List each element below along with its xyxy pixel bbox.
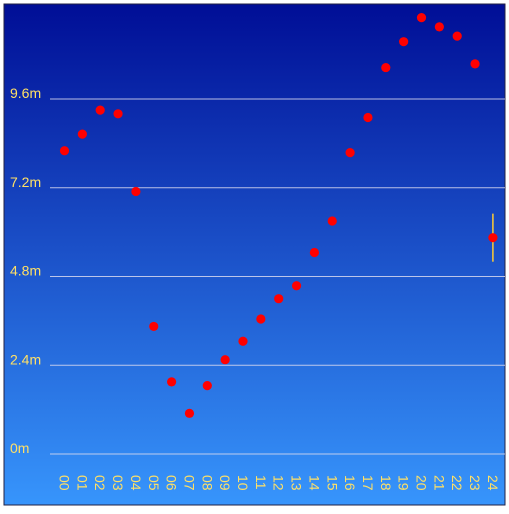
x-tick-label: 17 <box>360 475 376 491</box>
x-axis-tick-labels: 00 01 02 03 04 05 06 07 08 09 10 11 12 13 14 15 16 17 18 19… <box>57 475 501 491</box>
x-tick-label: 20 <box>414 475 430 491</box>
x-tick-label: 16 <box>342 475 358 491</box>
y-tick-label: 2.4m <box>10 351 41 367</box>
data-point-18 <box>381 62 391 73</box>
x-tick-label: 14 <box>306 475 322 491</box>
data-point-09 <box>220 355 230 365</box>
x-tick-label: 15 <box>324 475 340 491</box>
data-point-24 <box>488 233 498 243</box>
data-point-19 <box>399 37 409 47</box>
data-point-02 <box>95 105 105 115</box>
x-tick-label: 06 <box>164 475 180 491</box>
x-tick-label: 00 <box>57 475 73 491</box>
x-tick-label: 09 <box>217 475 233 491</box>
data-point-11 <box>256 314 266 324</box>
data-point-05 <box>149 321 159 332</box>
data-point-14 <box>309 247 319 258</box>
x-tick-label: 05 <box>146 475 162 491</box>
data-point-21 <box>434 22 444 32</box>
data-point-15 <box>327 216 337 226</box>
data-point-08 <box>202 380 212 391</box>
data-point-13 <box>291 281 302 291</box>
data-point-04 <box>131 186 141 197</box>
y-tick-label: 0m <box>10 440 29 456</box>
x-tick-label: 02 <box>92 475 108 491</box>
data-point-20 <box>416 13 427 23</box>
data-point-22 <box>452 31 462 41</box>
y-tick-label: 9.6m <box>10 85 41 101</box>
y-tick-label: 4.8m <box>10 263 41 279</box>
data-points <box>59 13 498 418</box>
x-tick-label: 24 <box>485 475 501 491</box>
data-point-23 <box>470 59 480 69</box>
y-tick-label: 7.2m <box>10 174 41 190</box>
data-point-06 <box>167 377 177 387</box>
data-point-12 <box>274 294 284 304</box>
data-point-07 <box>184 408 195 418</box>
y-axis-tick-labels: 0m 2.4m 4.8m 7.2m 9.6m <box>10 85 41 456</box>
x-tick-label: 23 <box>467 475 483 491</box>
x-tick-label: 13 <box>289 475 305 491</box>
data-point-16 <box>345 148 355 158</box>
x-tick-label: 04 <box>128 475 144 491</box>
x-tick-label: 18 <box>378 475 394 491</box>
x-tick-label: 01 <box>74 475 90 491</box>
x-tick-label: 21 <box>431 475 447 491</box>
x-tick-label: 11 <box>253 475 269 490</box>
x-tick-label: 19 <box>396 475 412 491</box>
data-point-10 <box>238 336 248 346</box>
x-tick-label: 03 <box>110 475 126 491</box>
x-tick-label: 22 <box>449 475 465 491</box>
plot-background <box>3 3 506 506</box>
x-tick-label: 10 <box>235 475 251 491</box>
data-point-01 <box>77 129 87 139</box>
x-tick-label: 08 <box>199 475 215 491</box>
data-point-03 <box>113 109 123 119</box>
data-point-17 <box>363 112 373 123</box>
data-point-00 <box>59 146 70 156</box>
grid-lines <box>50 98 505 455</box>
x-tick-label: 12 <box>271 475 287 491</box>
x-tick-label: 07 <box>181 475 197 491</box>
